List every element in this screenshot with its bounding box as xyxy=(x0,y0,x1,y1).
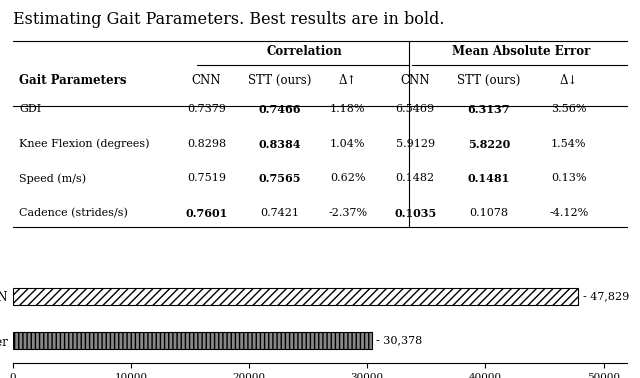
Text: - 30,378: - 30,378 xyxy=(376,336,422,345)
Text: 3.56%: 3.56% xyxy=(551,104,587,114)
Text: CNN: CNN xyxy=(191,74,221,87)
Text: 1.54%: 1.54% xyxy=(551,139,587,149)
Text: GDI: GDI xyxy=(19,104,41,114)
Text: 6.5469: 6.5469 xyxy=(396,104,435,114)
Bar xyxy=(13,332,372,349)
Text: 0.62%: 0.62% xyxy=(330,173,365,183)
Text: Mean Absolute Error: Mean Absolute Error xyxy=(452,45,591,58)
Text: 0.8384: 0.8384 xyxy=(259,139,301,150)
Text: - 47,829: - 47,829 xyxy=(582,291,629,301)
Text: 5.9129: 5.9129 xyxy=(396,139,435,149)
Text: 0.13%: 0.13% xyxy=(551,173,587,183)
Text: 0.7565: 0.7565 xyxy=(259,173,301,184)
Text: 5.8220: 5.8220 xyxy=(468,139,510,150)
Text: 0.1482: 0.1482 xyxy=(396,173,435,183)
Text: Speed (m/s): Speed (m/s) xyxy=(19,173,86,184)
Text: 6.3137: 6.3137 xyxy=(468,104,510,115)
Text: Δ↓: Δ↓ xyxy=(559,74,578,87)
Text: -4.12%: -4.12% xyxy=(549,208,588,218)
Text: 0.8298: 0.8298 xyxy=(187,139,226,149)
Text: 0.1078: 0.1078 xyxy=(470,208,508,218)
Text: 0.7601: 0.7601 xyxy=(185,208,227,219)
Text: 1.18%: 1.18% xyxy=(330,104,365,114)
Text: -2.37%: -2.37% xyxy=(328,208,367,218)
Text: STT (ours): STT (ours) xyxy=(457,74,521,87)
Text: 1.04%: 1.04% xyxy=(330,139,365,149)
Text: Correlation: Correlation xyxy=(267,45,342,58)
Text: 0.7466: 0.7466 xyxy=(259,104,301,115)
Text: Cadence (strides/s): Cadence (strides/s) xyxy=(19,208,128,218)
Text: 0.1481: 0.1481 xyxy=(468,173,510,184)
Text: Gait Parameters: Gait Parameters xyxy=(19,74,127,87)
Text: Knee Flexion (degrees): Knee Flexion (degrees) xyxy=(19,139,150,149)
Text: 0.1035: 0.1035 xyxy=(394,208,436,219)
Bar xyxy=(13,288,578,305)
Text: 0.7519: 0.7519 xyxy=(187,173,226,183)
Text: Δ↑: Δ↑ xyxy=(339,74,357,87)
Text: 0.7421: 0.7421 xyxy=(260,208,300,218)
Text: CNN: CNN xyxy=(401,74,430,87)
Text: STT (ours): STT (ours) xyxy=(248,74,312,87)
Text: 0.7379: 0.7379 xyxy=(187,104,226,114)
Text: Estimating Gait Parameters. Best results are in bold.: Estimating Gait Parameters. Best results… xyxy=(13,11,444,28)
